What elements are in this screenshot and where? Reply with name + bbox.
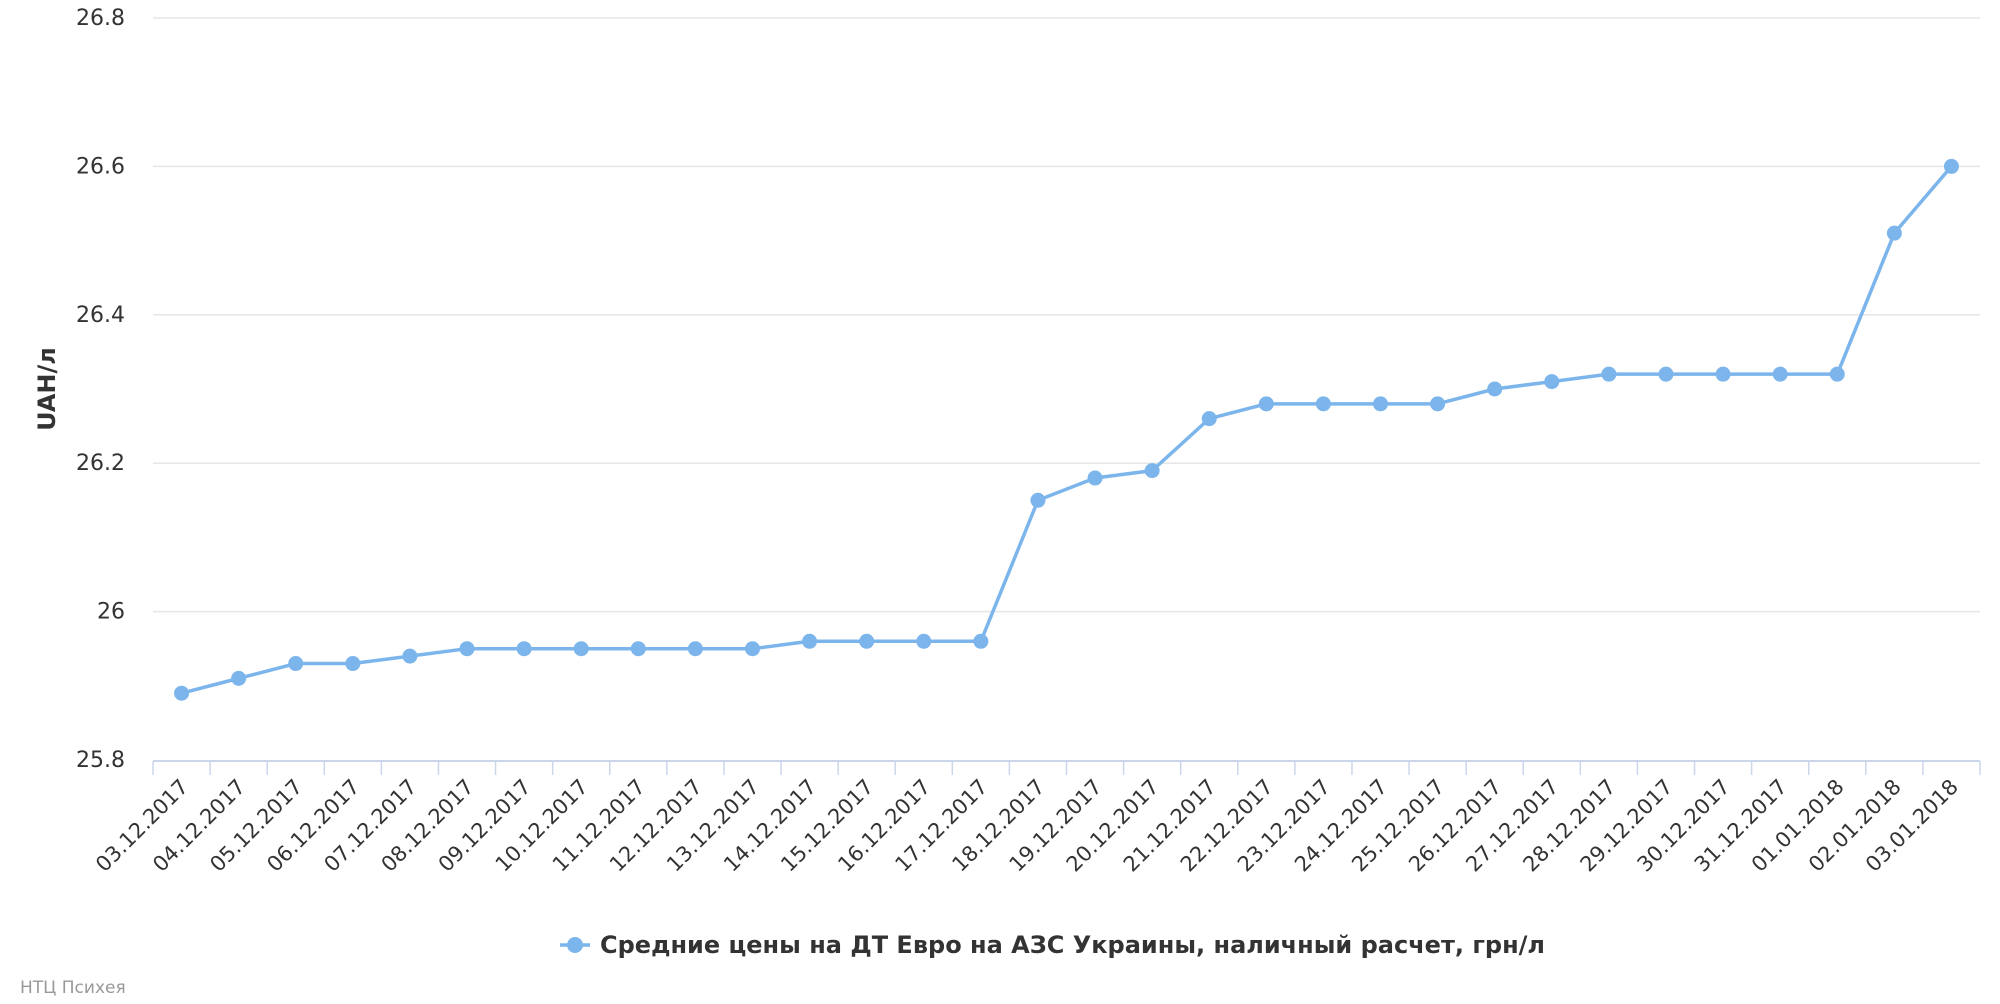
- data-point: [345, 656, 361, 672]
- data-point: [1258, 396, 1274, 412]
- legend-marker: [567, 937, 583, 953]
- data-point: [1658, 366, 1674, 382]
- data-point: [1373, 396, 1389, 412]
- y-tick-label: 26.2: [76, 451, 125, 476]
- data-point: [1430, 396, 1446, 412]
- data-point: [231, 670, 247, 686]
- y-tick-label: 26: [97, 600, 125, 625]
- data-point: [1087, 470, 1103, 486]
- y-axis-title: UAH/л: [33, 347, 61, 431]
- credits-text: НТЦ Психея: [20, 978, 126, 998]
- legend-label: Средние цены на ДТ Евро на АЗС Украины, …: [600, 931, 1545, 959]
- data-point: [1772, 366, 1788, 382]
- data-point: [1544, 374, 1560, 390]
- data-point: [288, 656, 304, 672]
- data-point: [859, 633, 875, 649]
- data-point: [1201, 411, 1217, 427]
- data-point: [1144, 463, 1160, 479]
- data-point: [1601, 366, 1617, 382]
- data-point: [573, 641, 589, 657]
- data-point: [1829, 366, 1845, 382]
- data-point: [687, 641, 703, 657]
- data-point: [630, 641, 646, 657]
- data-point: [459, 641, 475, 657]
- y-tick-label: 26.4: [76, 303, 125, 328]
- data-point: [1030, 492, 1046, 508]
- data-point: [802, 633, 818, 649]
- data-point: [1487, 381, 1503, 397]
- data-point: [1943, 158, 1959, 174]
- data-point: [174, 685, 190, 701]
- series-line: [179, 164, 1954, 695]
- y-tick-label: 26.6: [76, 154, 125, 179]
- data-point: [916, 633, 932, 649]
- data-point: [973, 633, 989, 649]
- data-point: [402, 648, 418, 664]
- data-point: [1315, 396, 1331, 412]
- data-point: [1886, 225, 1902, 241]
- data-point: [516, 641, 532, 657]
- data-point: [1715, 366, 1731, 382]
- y-tick-label: 25.8: [76, 748, 125, 773]
- data-point: [744, 641, 760, 657]
- y-tick-label: 26.8: [76, 6, 125, 31]
